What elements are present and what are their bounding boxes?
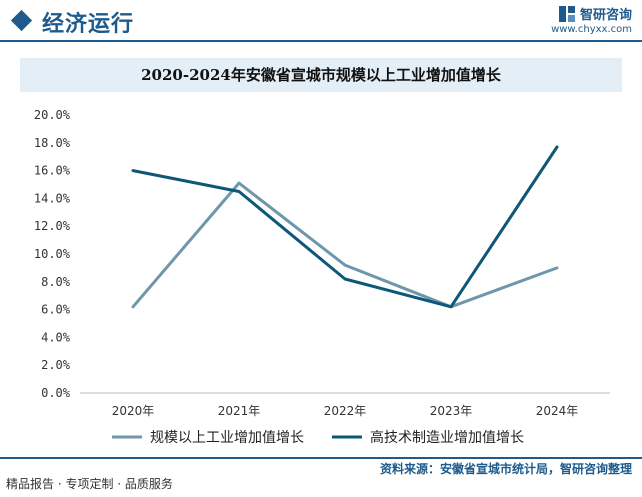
y-tick-label: 12.0% [34,219,71,233]
legend-label-1: 规模以上工业增加值增长 [150,430,304,446]
y-tick-label: 14.0% [34,191,71,205]
x-tick-label: 2021年 [218,404,261,418]
footer: 精品报告 · 专项定制 · 品质服务 资料来源：安徽省宣城市统计局，智研咨询整理 [0,457,642,497]
x-tick-label: 2023年 [430,404,473,418]
footer-tagline: 精品报告 · 专项定制 · 品质服务 [6,477,173,491]
section-title: 经济运行 [42,12,135,37]
chart-title: 2020-2024年安徽省宣城市规模以上工业增加值增长 [141,66,501,84]
x-tick-label: 2024年 [536,404,579,418]
y-tick-label: 6.0% [41,303,71,317]
brand-name: 智研咨询 [579,8,632,23]
line-chart: 0.0% 2.0% 4.0% 6.0% 8.0% 10.0% 12.0% 14.0% 16.0%… [34,108,610,446]
diamond-icon [10,9,33,32]
y-tick-label: 20.0% [34,108,71,122]
y-tick-label: 18.0% [34,136,71,150]
source-note: 资料来源：安徽省宣城市统计局，智研咨询整理 [379,462,632,476]
footer-divider [0,457,642,459]
y-tick-label: 8.0% [41,275,71,289]
y-tick-label: 10.0% [34,247,71,261]
y-tick-label: 2.0% [41,358,71,372]
header: 经济运行 智研咨询 www.chyxx.com [0,0,642,44]
chart-title-band: 2020-2024年安徽省宣城市规模以上工业增加值增长 [20,58,622,92]
y-tick-label: 4.0% [41,330,71,344]
brand-url: www.chyxx.com [551,24,632,35]
legend-label-2: 高技术制造业增加值增长 [370,429,524,446]
y-tick-label: 16.0% [34,164,71,178]
brand: 智研咨询 www.chyxx.com [551,4,632,35]
series-line-2 [131,145,559,309]
header-divider [0,40,642,42]
x-tick-label: 2022年 [324,404,367,418]
brand-logo-icon [558,5,575,22]
x-tick-label: 2020年 [112,404,155,418]
y-tick-label: 0.0% [41,386,71,400]
series-line-1 [131,181,559,309]
